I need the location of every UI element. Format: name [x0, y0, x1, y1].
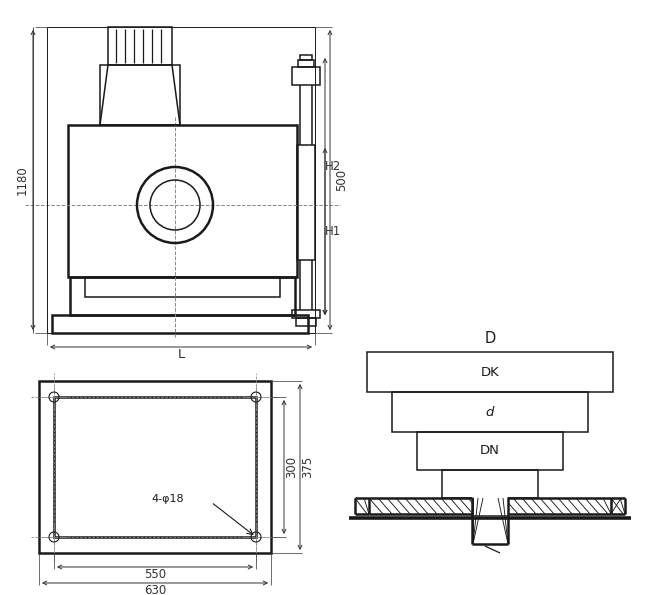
Text: D: D: [484, 331, 495, 346]
Bar: [417, 432, 563, 470]
Bar: [70, 277, 295, 315]
Bar: [292, 67, 320, 85]
Bar: [39, 381, 271, 553]
Text: 630: 630: [144, 584, 166, 595]
Bar: [85, 277, 280, 297]
Bar: [54, 397, 256, 537]
Bar: [296, 318, 316, 326]
Text: 300: 300: [286, 456, 299, 478]
Bar: [355, 498, 369, 514]
Bar: [47, 27, 315, 333]
Text: 375: 375: [301, 456, 315, 478]
Text: H2: H2: [325, 160, 341, 173]
Text: 550: 550: [144, 568, 166, 581]
Bar: [392, 392, 588, 432]
Bar: [68, 125, 297, 277]
Bar: [297, 145, 315, 260]
Text: d: d: [486, 406, 494, 418]
Bar: [100, 65, 180, 125]
Text: H1: H1: [325, 225, 341, 238]
Text: 1180: 1180: [15, 165, 28, 195]
Bar: [108, 27, 172, 65]
Bar: [611, 498, 625, 514]
Text: DK: DK: [481, 365, 499, 378]
Text: L: L: [177, 349, 184, 362]
Polygon shape: [100, 65, 180, 125]
Bar: [442, 470, 538, 498]
Bar: [300, 55, 312, 60]
Bar: [472, 497, 508, 515]
Bar: [298, 60, 314, 67]
Bar: [369, 498, 611, 514]
Bar: [52, 315, 308, 333]
Bar: [292, 310, 320, 318]
Text: 4-φ18: 4-φ18: [152, 494, 184, 504]
Text: DN: DN: [480, 444, 500, 458]
Bar: [367, 352, 613, 392]
Text: 500: 500: [335, 169, 348, 191]
